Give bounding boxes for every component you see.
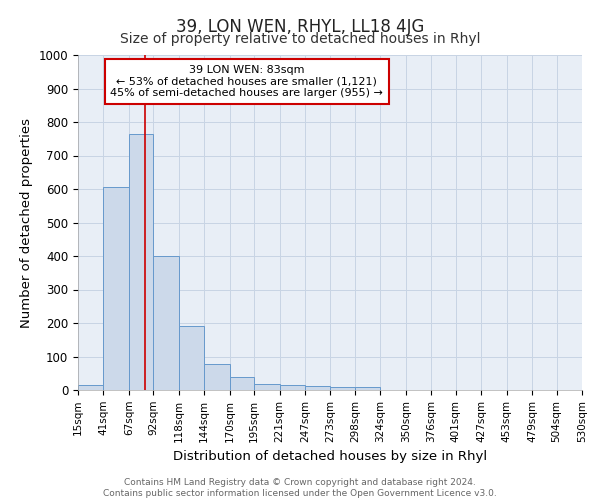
Bar xyxy=(230,376,254,390)
Bar xyxy=(204,364,230,390)
Text: Contains HM Land Registry data © Crown copyright and database right 2024.
Contai: Contains HM Land Registry data © Crown c… xyxy=(103,478,497,498)
Bar xyxy=(129,134,154,390)
X-axis label: Distribution of detached houses by size in Rhyl: Distribution of detached houses by size … xyxy=(173,450,487,463)
Text: 39 LON WEN: 83sqm
← 53% of detached houses are smaller (1,121)
45% of semi-detac: 39 LON WEN: 83sqm ← 53% of detached hous… xyxy=(110,65,383,98)
Bar xyxy=(78,385,103,390)
Bar xyxy=(254,384,280,390)
Text: Size of property relative to detached houses in Rhyl: Size of property relative to detached ho… xyxy=(120,32,480,46)
Bar xyxy=(331,386,355,390)
Bar xyxy=(280,386,305,390)
Y-axis label: Number of detached properties: Number of detached properties xyxy=(20,118,33,328)
Bar xyxy=(154,256,179,390)
Bar xyxy=(305,386,331,390)
Bar xyxy=(103,188,129,390)
Bar xyxy=(355,388,380,390)
Text: 39, LON WEN, RHYL, LL18 4JG: 39, LON WEN, RHYL, LL18 4JG xyxy=(176,18,424,36)
Bar xyxy=(179,326,204,390)
